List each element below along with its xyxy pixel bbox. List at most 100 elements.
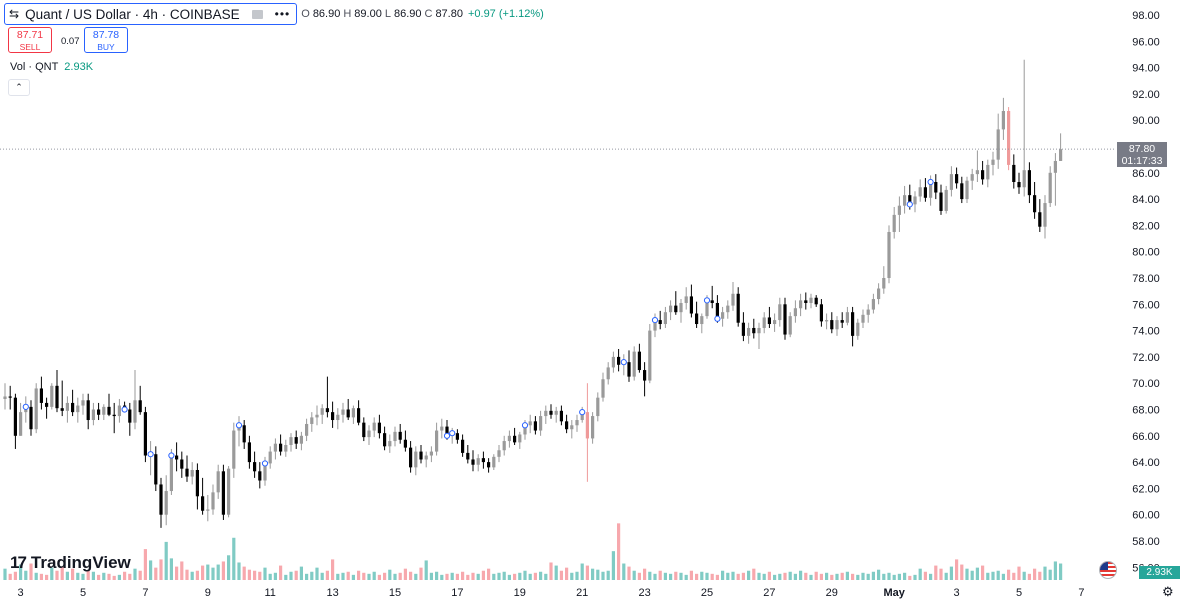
candle-body — [648, 330, 652, 381]
price-tick-label: 84.00 — [1132, 194, 1160, 206]
gear-icon[interactable]: ⚙ — [1162, 584, 1174, 599]
volume-bar — [565, 567, 569, 580]
volume-bar — [611, 551, 615, 580]
candle-body — [887, 231, 891, 278]
candle-body — [611, 356, 615, 368]
time-tick-label: 27 — [763, 587, 775, 599]
time-tick-label: 9 — [205, 587, 211, 599]
volume-bar — [575, 571, 579, 580]
volume-bar — [55, 570, 59, 580]
volume-bar — [710, 573, 714, 580]
event-marker[interactable] — [651, 316, 659, 324]
volume-bar — [466, 574, 470, 580]
event-marker[interactable] — [121, 406, 128, 413]
candle-body — [497, 450, 501, 457]
volume-bar — [721, 570, 725, 580]
volume-bar — [24, 570, 28, 580]
candle-body — [117, 405, 121, 417]
event-marker[interactable] — [22, 403, 29, 410]
open-label: O — [301, 8, 310, 20]
event-marker[interactable] — [168, 452, 175, 459]
volume-bar — [315, 567, 319, 580]
square-icon[interactable] — [251, 9, 263, 19]
event-marker[interactable] — [235, 422, 243, 429]
volume-bar — [8, 573, 12, 580]
price-tick-label: 76.00 — [1132, 299, 1160, 311]
close-value: 87.80 — [435, 8, 463, 20]
time-tick-label: 5 — [80, 587, 86, 599]
volume-bar — [663, 572, 667, 580]
candle-body — [528, 421, 532, 426]
candle-body — [466, 452, 470, 460]
candle-body — [929, 182, 933, 198]
event-marker[interactable] — [449, 430, 456, 437]
us-flag-icon[interactable] — [1099, 561, 1117, 579]
price-tick-label: 68.00 — [1132, 405, 1160, 417]
volume-bar — [648, 571, 652, 580]
volume-bar — [1012, 572, 1016, 580]
countdown-value: 01:17:33 — [1121, 155, 1163, 167]
event-marker[interactable] — [261, 460, 269, 467]
tradingview-logo[interactable]: 17 TradingView — [10, 553, 131, 573]
candle-body — [55, 385, 59, 409]
candle-body — [388, 441, 392, 447]
candle-body — [201, 496, 205, 511]
time-tick-label: 17 — [451, 587, 463, 599]
volume-bar — [305, 573, 309, 580]
volume-bars — [3, 523, 1063, 580]
volume-bar — [419, 567, 423, 580]
volume-bar — [247, 569, 251, 580]
candle-body — [60, 408, 64, 411]
candle-body — [1048, 172, 1052, 204]
event-marker[interactable] — [579, 409, 586, 416]
sell-button[interactable]: 87.71 SELL — [8, 27, 52, 53]
volume-bar — [622, 563, 626, 580]
candle-body — [596, 397, 600, 417]
candle-body — [643, 370, 647, 381]
symbol-title-box[interactable]: ⇆ Quant / US Dollar · 4h · COINBASE ••• — [4, 3, 298, 25]
time-tick-label: 19 — [514, 587, 526, 599]
volume-bar — [117, 574, 121, 580]
event-marker[interactable] — [147, 451, 154, 458]
candle-body — [429, 451, 433, 456]
chevron-up-icon[interactable]: ⌃ — [8, 79, 30, 96]
candle-body — [97, 409, 101, 415]
event-marker[interactable] — [927, 178, 934, 186]
candle-body — [403, 439, 407, 448]
volume-bar — [929, 573, 933, 580]
buy-button[interactable]: 87.78 BUY — [84, 27, 128, 53]
candle-body — [279, 443, 283, 452]
volume-bar — [81, 573, 85, 580]
candle-body — [1038, 212, 1042, 227]
volume-bar — [91, 571, 95, 580]
candle-body — [325, 408, 329, 413]
more-dots-icon[interactable]: ••• — [274, 7, 291, 21]
volume-tag: 2.93K — [1139, 566, 1180, 579]
volume-bar — [107, 573, 111, 580]
volume-bar — [279, 565, 283, 580]
candle-body — [934, 182, 938, 193]
volume-bar — [591, 568, 595, 580]
candle-body — [726, 305, 730, 313]
event-marker[interactable] — [906, 201, 913, 208]
candle-body — [975, 170, 979, 175]
candle-body — [788, 316, 792, 335]
volume-label: Vol · QNT — [10, 61, 59, 73]
candle-body — [362, 422, 366, 438]
volume-bar — [877, 569, 881, 580]
event-marker[interactable] — [703, 297, 711, 304]
candle-body — [476, 458, 480, 465]
volume-bar — [39, 573, 43, 580]
volume-bar — [736, 573, 740, 580]
volume-bar — [601, 571, 605, 580]
symbol-icon: ⇆ — [9, 7, 20, 21]
volume-bar — [201, 565, 205, 580]
event-marker[interactable] — [620, 359, 627, 366]
volume-bar — [476, 573, 480, 580]
event-marker[interactable] — [443, 432, 451, 439]
event-marker[interactable] — [714, 315, 721, 322]
event-marker[interactable] — [521, 422, 529, 429]
candle-body — [461, 439, 465, 453]
time-tick-label: 7 — [1078, 587, 1084, 599]
